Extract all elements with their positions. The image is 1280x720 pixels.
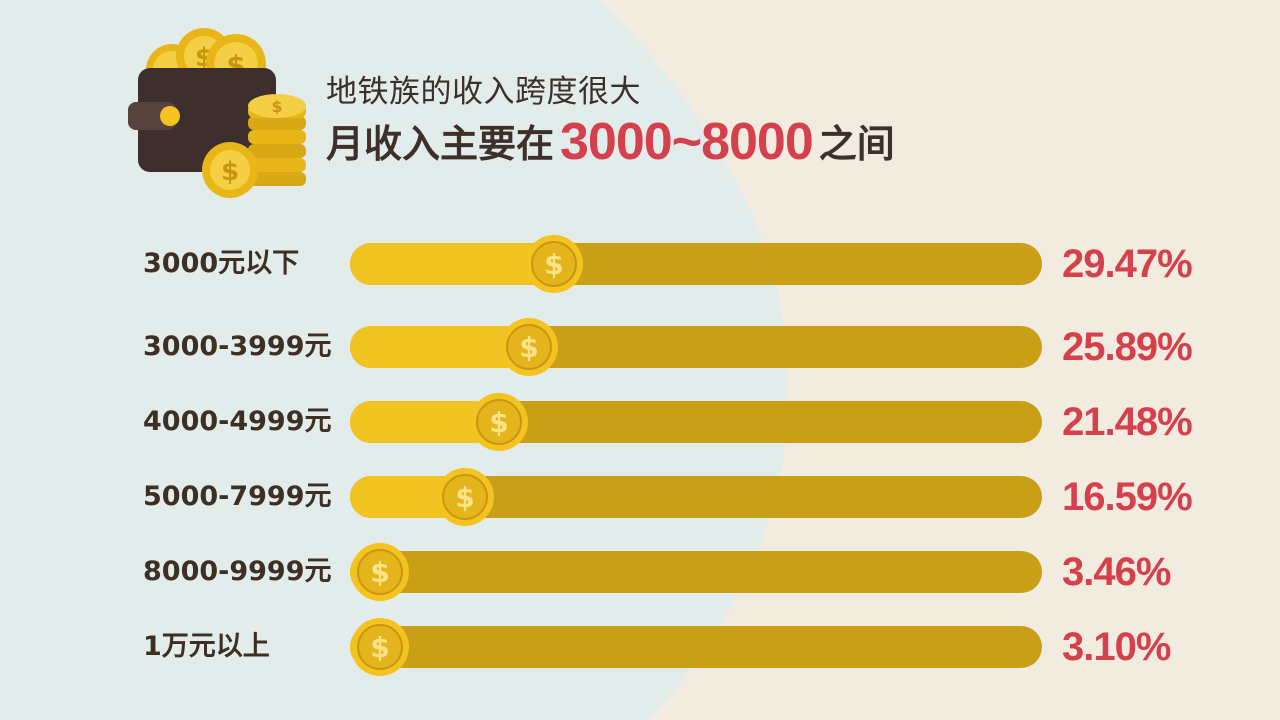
svg-text:$: $: [221, 157, 239, 187]
dollar-coin-icon: $: [351, 618, 409, 676]
bar-track: [350, 326, 1042, 368]
value-label: 21.48%: [1062, 400, 1193, 444]
value-label: 29.47%: [1062, 242, 1193, 286]
wallet-coins-icon: $ $ $ $: [128, 28, 306, 198]
bar-row: 8000-9999元 $3.46%: [0, 542, 1280, 602]
svg-text:$: $: [271, 97, 282, 116]
title-prefix: 月收入主要在: [326, 122, 555, 166]
bar: [350, 326, 530, 368]
dollar-coin-icon: $: [435, 468, 494, 526]
dollar-coin-icon: $: [469, 393, 528, 451]
bar-track: [350, 551, 1042, 593]
bar-track: [350, 626, 1042, 668]
svg-text:$: $: [370, 556, 389, 589]
value-label: 3.10%: [1062, 625, 1171, 669]
dollar-coin-icon: $: [500, 318, 559, 376]
bar-row: 4000-4999元 $21.48%: [0, 392, 1280, 452]
category-label: 3000-3999元: [143, 331, 332, 362]
bar-row: 1万元以上 $3.10%: [0, 617, 1280, 677]
value-label: 3.46%: [1062, 550, 1171, 594]
svg-text:$: $: [370, 631, 389, 664]
category-label: 1万元以上: [143, 631, 270, 662]
bar-row: 3000元以下 $29.47%: [0, 234, 1280, 294]
category-label: 4000-4999元: [143, 406, 332, 437]
bar: [350, 243, 554, 285]
bar-track: [350, 401, 1042, 443]
svg-text:$: $: [544, 248, 563, 281]
value-label: 16.59%: [1062, 475, 1193, 519]
svg-text:$: $: [489, 406, 508, 439]
dollar-coin-icon: $: [351, 543, 409, 601]
category-label: 3000元以下: [143, 248, 300, 279]
title-highlight: 3000~8000: [560, 113, 814, 171]
svg-text:$: $: [455, 481, 474, 514]
bar-row: 5000-7999元 $16.59%: [0, 467, 1280, 527]
category-label: 8000-9999元: [143, 556, 332, 587]
bar-row: 3000-3999元 $25.89%: [0, 317, 1280, 377]
title-suffix: 之间: [818, 122, 895, 166]
bar-track: [350, 243, 1042, 285]
page-title: 月收入主要在 3000~8000 之间: [326, 112, 895, 172]
subtitle: 地铁族的收入跨度很大: [326, 74, 641, 110]
value-label: 25.89%: [1062, 325, 1193, 369]
dollar-coin-icon: $: [524, 235, 583, 293]
svg-text:$: $: [519, 331, 538, 364]
category-label: 5000-7999元: [143, 481, 332, 512]
